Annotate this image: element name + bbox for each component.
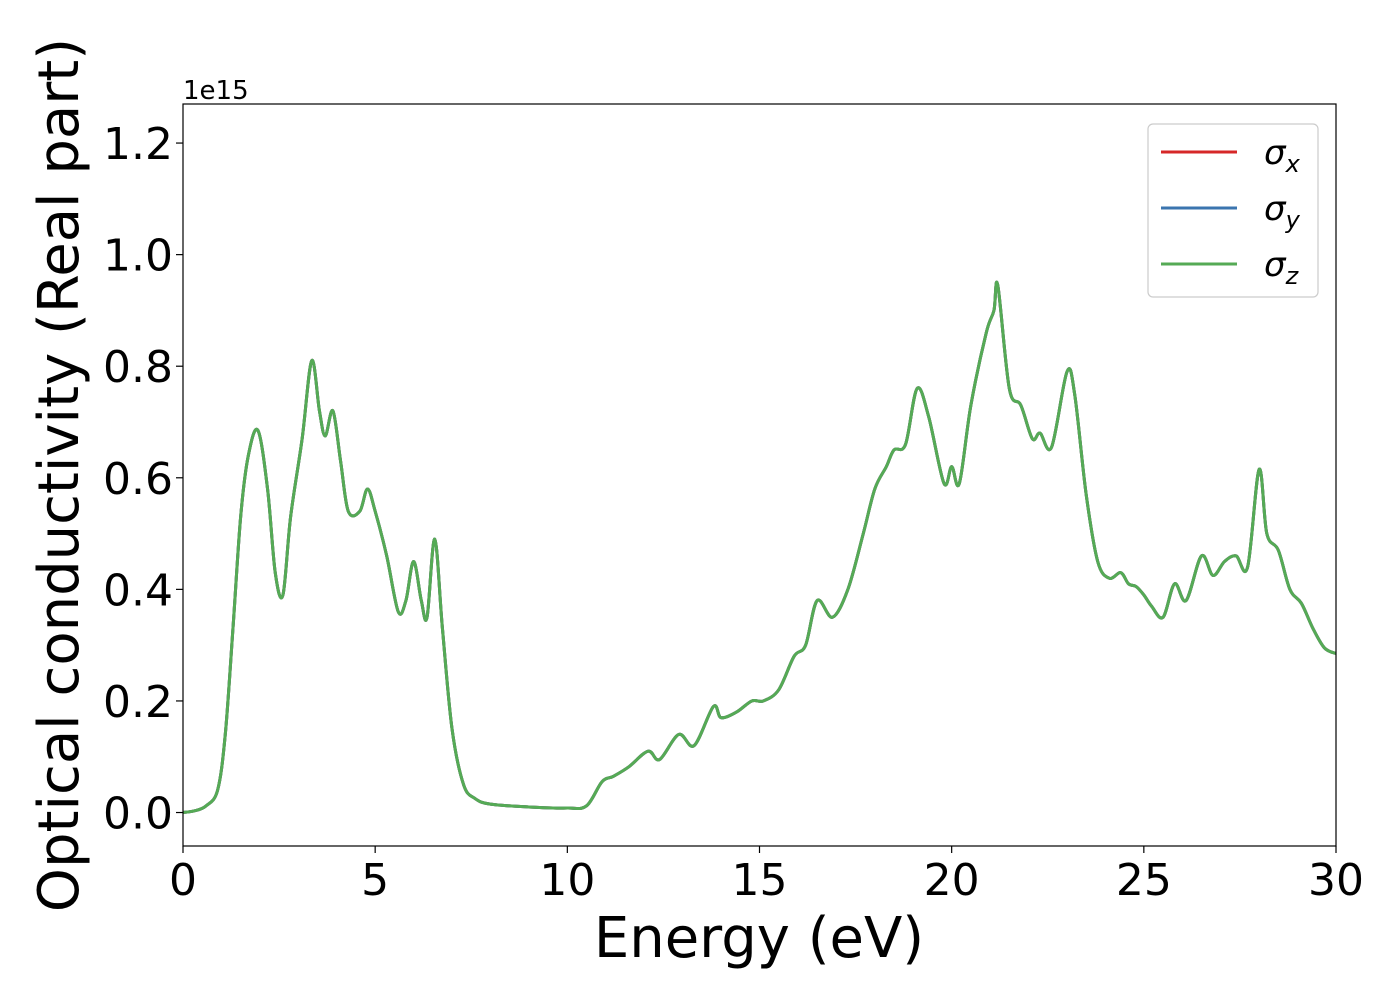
legend-label-z: σz [1264, 245, 1300, 290]
x-axis-ticks: 0 5 10 15 20 25 30 [169, 846, 1364, 906]
y-offset-text: 1e15 [183, 76, 249, 106]
y-tick-label: 0.4 [103, 565, 173, 616]
x-tick-label: 25 [1116, 855, 1172, 906]
y-tick-label: 0.8 [103, 342, 173, 393]
series-line-z [183, 280, 1336, 815]
legend: σx σy σz [1147, 123, 1319, 298]
legend-frame [1147, 123, 1319, 298]
x-axis-label: Energy (eV) [594, 906, 924, 971]
y-axis-ticks: 0.0 0.2 0.4 0.6 0.8 1.0 1.2 [103, 119, 183, 840]
series-lines [183, 280, 1336, 815]
y-tick-label: 0.6 [103, 454, 173, 505]
x-tick-label: 0 [169, 855, 197, 906]
y-tick-label: 0.2 [103, 677, 173, 728]
x-tick-label: 15 [732, 855, 788, 906]
y-axis-label: Optical conductivity (Real part) [27, 38, 92, 912]
plot-area [183, 104, 1336, 846]
x-tick-label: 30 [1308, 855, 1364, 906]
legend-label-x: σx [1264, 133, 1301, 178]
y-tick-label: 1.0 [103, 231, 173, 282]
y-tick-label: 1.2 [103, 119, 173, 170]
y-tick-label: 0.0 [103, 789, 173, 840]
legend-label-y: σy [1264, 189, 1301, 234]
x-tick-label: 5 [361, 855, 389, 906]
x-tick-label: 20 [924, 855, 980, 906]
x-tick-label: 10 [539, 855, 595, 906]
